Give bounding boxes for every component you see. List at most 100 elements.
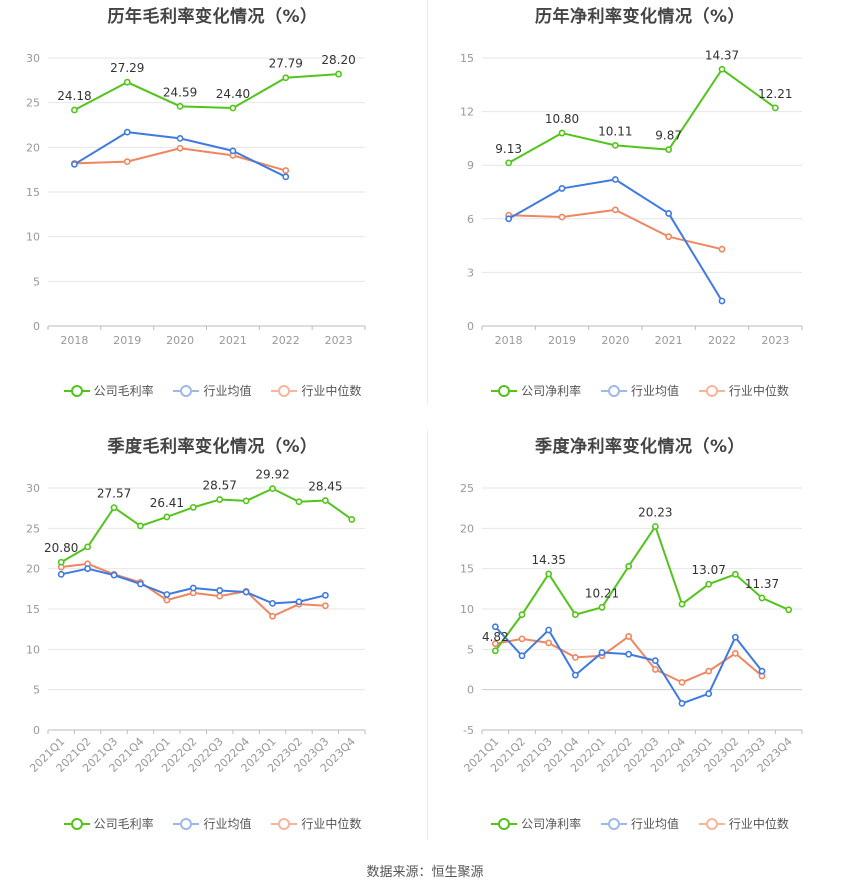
data-label: 12.21 [758, 87, 792, 101]
legend-label: 行业中位数 [301, 384, 362, 398]
company-series-point [545, 570, 553, 578]
average-series-point [678, 699, 686, 707]
legend-label: 行业中位数 [728, 817, 789, 831]
median-series-point [705, 667, 713, 675]
company-series-point [335, 70, 342, 78]
data-label: 9.13 [495, 142, 522, 156]
legend-swatch-icon [271, 817, 298, 830]
legend-item-average[interactable]: 行业均值 [600, 815, 679, 832]
median-series-point [123, 158, 131, 166]
company-series-line [60, 487, 353, 564]
company-series-point [505, 159, 513, 167]
company-series-point [785, 606, 793, 614]
median-series-point [269, 612, 276, 620]
data-label: 28.45 [308, 480, 342, 494]
y-tick-label: 5 [467, 643, 474, 656]
average-series-point [505, 215, 513, 223]
company-series-point [771, 104, 779, 112]
average-series-point [518, 652, 526, 660]
y-tick-label: 5 [33, 684, 40, 697]
y-tick-label: 20 [26, 563, 40, 576]
legend-item-company[interactable]: 公司净利率 [491, 382, 581, 399]
y-tick-label: 15 [26, 186, 40, 199]
chart-plot: 0 3 6 9 12 15 2018 2019 2020 2021 2022 2023 9.13 10.8… [460, 48, 803, 347]
company-series-point [57, 558, 65, 566]
y-tick-label: 0 [467, 320, 474, 333]
median-series-point [545, 639, 553, 647]
x-tick-label: 2018 [495, 334, 523, 347]
median-series-point [625, 633, 633, 640]
average-series-point [110, 571, 118, 579]
y-tick-label: 0 [33, 724, 40, 737]
company-series-point [229, 104, 237, 112]
data-label: 24.40 [216, 87, 250, 101]
legend-label: 公司毛利率 [93, 384, 154, 398]
quarterly-gross-margin-chart: 季度毛利率变化情况（%） 0 5 10 15 20 25 30 2021Q1 2021Q2 202… [0, 430, 425, 850]
annual-net-margin-chart: 历年净利率变化情况（%） 0 3 6 9 12 15 2018 2019 2020 2021 202… [430, 0, 850, 410]
median-series-point [611, 206, 619, 214]
company-series-point [189, 503, 197, 511]
data-label: 4.82 [482, 630, 509, 644]
legend-item-company[interactable]: 公司毛利率 [63, 382, 154, 399]
data-label: 24.59 [163, 85, 197, 99]
average-series-point [758, 667, 766, 675]
average-series-point [71, 160, 78, 168]
legend-item-average[interactable]: 行业均值 [173, 815, 252, 832]
legend-item-median[interactable]: 行业中位数 [271, 815, 361, 832]
divider [427, 0, 428, 405]
company-series-point [282, 74, 290, 82]
chart-title: 季度净利率变化情况（%） [534, 437, 746, 457]
average-series-point [163, 591, 171, 598]
average-series-point [216, 587, 224, 594]
average-series-point [598, 649, 606, 656]
company-series-point [216, 496, 224, 503]
annual-gross-margin-chart: 历年毛利率变化情况（%） 0 5 10 15 20 25 30 2018 2019 2020 202… [0, 0, 425, 410]
data-label: 10.21 [585, 586, 619, 600]
average-series-point [321, 591, 329, 599]
average-series-point [611, 176, 619, 183]
legend-swatch-icon [491, 384, 518, 397]
company-series-point [123, 78, 131, 86]
legend-item-average[interactable]: 行业均值 [173, 382, 252, 399]
legend-label: 公司净利率 [521, 817, 582, 831]
median-series-point [282, 167, 290, 174]
y-tick-label: 25 [460, 482, 474, 495]
y-tick-label: 30 [26, 482, 40, 495]
data-label: 10.80 [545, 112, 579, 126]
median-series-point [518, 635, 526, 643]
legend-item-median[interactable]: 行业中位数 [698, 815, 789, 832]
x-tick-label: 2022 [708, 334, 736, 347]
average-series-point [571, 671, 579, 679]
median-series-point [216, 592, 224, 600]
company-series-point [137, 522, 144, 530]
legend-item-median[interactable]: 行业中位数 [271, 382, 361, 399]
y-tick-label: 5 [33, 275, 40, 288]
average-series-point [665, 210, 673, 217]
legend: 公司毛利率 行业均值 行业中位数 [0, 815, 425, 833]
chart-title: 季度毛利率变化情况（%） [107, 437, 318, 457]
company-series-point [611, 141, 619, 149]
y-tick-label: 0 [33, 320, 40, 333]
data-label: 24.18 [57, 89, 91, 103]
median-series-point [571, 653, 579, 661]
legend-label: 公司毛利率 [93, 817, 154, 831]
legend-item-median[interactable]: 行业中位数 [698, 382, 789, 399]
average-series-point [137, 580, 144, 588]
average-series-point [545, 626, 553, 634]
company-series-point [558, 129, 566, 137]
legend-swatch-icon [600, 384, 627, 397]
legend-label: 行业均值 [203, 817, 252, 831]
legend-item-average[interactable]: 行业均值 [600, 382, 679, 399]
median-series-point [176, 144, 184, 152]
average-series-point [295, 598, 303, 606]
data-label: 20.80 [44, 541, 78, 555]
legend-item-company[interactable]: 公司毛利率 [63, 815, 154, 832]
legend-item-company[interactable]: 公司净利率 [491, 815, 581, 832]
y-tick-label: 20 [460, 522, 474, 535]
median-series-point [321, 602, 329, 610]
legend-swatch-icon [173, 384, 200, 397]
median-series-point [718, 245, 726, 253]
x-tick-label: 2021 [655, 334, 683, 347]
legend: 公司净利率 行业均值 行业中位数 [430, 815, 850, 833]
chart-plot: -505101520252021Q12021Q22021Q32021Q42022… [460, 482, 803, 775]
